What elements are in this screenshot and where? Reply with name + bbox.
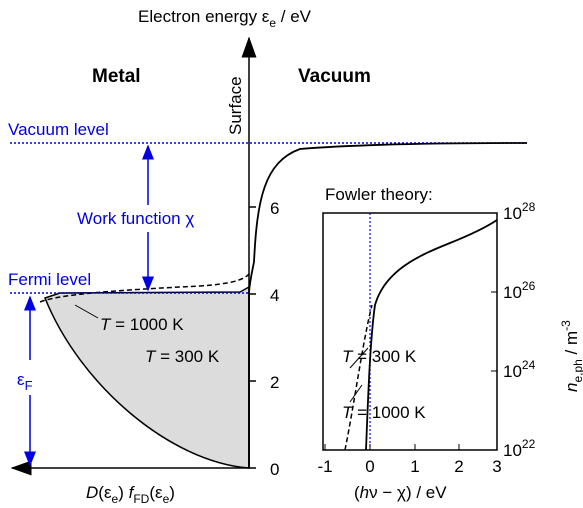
- tick-base: 10: [503, 283, 522, 302]
- curve-label: T = 1000 K: [100, 315, 184, 334]
- curve-label: T = 1000 K: [342, 403, 426, 422]
- tick-label: 3: [492, 457, 501, 476]
- potential-curve: [248, 142, 528, 468]
- fowler-300k: [365, 219, 498, 451]
- region-label: Metal: [92, 66, 141, 87]
- inset-x-label: (hν − χ) / eV: [354, 483, 447, 502]
- region-label: Vacuum: [298, 66, 371, 87]
- tick-base: 10: [503, 204, 522, 223]
- inset-title: Fowler theory:: [325, 185, 433, 204]
- tick-label: 1024: [503, 358, 536, 381]
- level-label: Work function χ: [77, 209, 194, 228]
- tick-label: -1: [317, 457, 332, 476]
- tick-label: 2: [454, 457, 463, 476]
- tick-label: 4: [270, 286, 279, 305]
- leader: [349, 384, 363, 403]
- tick-exponent: 28: [522, 200, 536, 214]
- dos-300k: [44, 285, 250, 469]
- fermi-energy-label: εF: [17, 370, 33, 393]
- level-label: Vacuum level: [8, 120, 109, 139]
- tick-exponent: 24: [522, 358, 536, 372]
- tick-exponent: 22: [522, 437, 536, 451]
- leader: [349, 347, 369, 369]
- curve-label: T = 300 K: [145, 347, 220, 366]
- tick-label: 1026: [503, 279, 536, 302]
- tick-label: 0: [365, 457, 374, 476]
- tick-label: 1: [410, 457, 419, 476]
- inset-y-label: ne,ph / m-3: [559, 320, 583, 392]
- tick-label: 1022: [503, 437, 536, 460]
- tick-label: 6: [270, 199, 279, 218]
- x-label: D(εe) fFD(εe): [86, 483, 175, 506]
- tick-base: 10: [503, 441, 522, 460]
- tick-label: 2: [270, 373, 279, 392]
- tick-label: 0: [270, 460, 279, 479]
- fowler-1000k: [344, 304, 373, 451]
- tick-base: 10: [503, 362, 522, 381]
- curve-label: T = 300 K: [342, 347, 417, 366]
- tick-label: 1028: [503, 200, 536, 223]
- level-label: Fermi level: [8, 270, 91, 289]
- surface-label: Surface: [226, 76, 245, 135]
- leader: [74, 304, 99, 319]
- axis-title: Electron energy εe / eV: [138, 7, 312, 30]
- tick-exponent: 26: [522, 279, 536, 293]
